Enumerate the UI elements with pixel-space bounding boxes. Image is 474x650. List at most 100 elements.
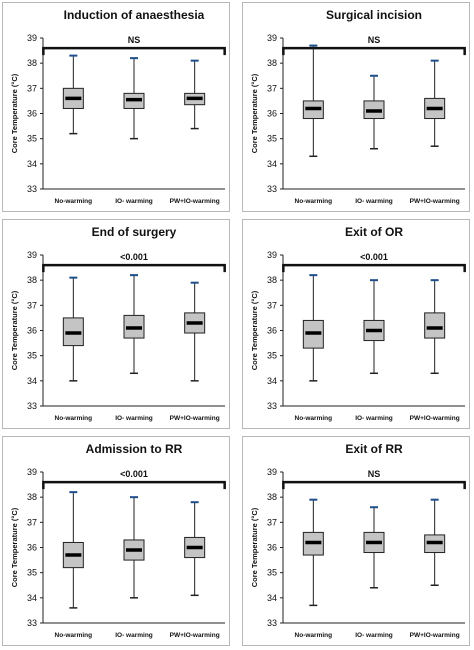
y-tick-label: 37: [267, 83, 277, 93]
y-axis-label: Core Temperature (°C): [10, 290, 19, 370]
box-plot: [123, 496, 145, 599]
iqr-box: [424, 312, 446, 339]
y-tick-label: 35: [27, 351, 37, 361]
significance-label: NS: [128, 35, 141, 45]
x-category-label: PW+IO-warming: [410, 632, 460, 639]
y-tick-label: 33: [267, 618, 277, 628]
y-tick-label: 37: [27, 517, 37, 527]
box-plot: [363, 279, 385, 375]
y-tick-label: 36: [267, 543, 277, 553]
y-tick-label: 38: [27, 492, 37, 502]
y-tick-label: 35: [267, 351, 277, 361]
significance-bracket: [282, 46, 466, 56]
x-category-label: IO- warming: [355, 198, 393, 205]
chart-panel-exit-rr: Exit of RR Core Temperature (°C) 33 34 35 36 3…: [242, 436, 470, 646]
box-plot: [424, 498, 446, 586]
x-category-label: PW+IO-warming: [170, 632, 220, 639]
y-tick-label: 38: [267, 58, 277, 68]
y-tick-label: 36: [27, 109, 37, 119]
significance-label: <0.001: [120, 252, 148, 262]
box-plot: [123, 57, 145, 140]
x-category-label: No-warming: [295, 198, 333, 205]
significance-bracket: [282, 263, 466, 273]
chart-title: Admission to RR: [86, 442, 183, 456]
y-tick-label: 38: [267, 492, 277, 502]
x-category-label: PW+IO-warming: [170, 198, 220, 205]
box-plot: [184, 281, 206, 382]
box-plot: [184, 501, 206, 597]
y-tick-label: 36: [267, 109, 277, 119]
significance-label: NS: [368, 469, 381, 479]
box-plot: [123, 274, 145, 375]
x-category-label: PW+IO-warming: [410, 415, 460, 422]
x-category-label: No-warming: [55, 632, 93, 639]
significance-bracket: [42, 480, 226, 490]
y-tick-label: 39: [267, 250, 277, 260]
y-axis-label: Core Temperature (°C): [250, 73, 259, 153]
significance-bracket: [282, 480, 466, 490]
x-category-label: IO- warming: [355, 415, 393, 422]
y-tick-label: 36: [27, 543, 37, 553]
y-tick-label: 33: [27, 401, 37, 411]
significance-label: <0.001: [120, 469, 148, 479]
significance-label: <0.001: [360, 252, 388, 262]
chart-svg: Admission to RR Core Temperature (°C) 33 34…: [10, 442, 226, 639]
y-tick-label: 39: [27, 250, 37, 260]
y-tick-label: 38: [27, 275, 37, 285]
y-tick-label: 34: [27, 593, 37, 603]
x-category-label: PW+IO-warming: [170, 415, 220, 422]
x-category-label: No-warming: [295, 632, 333, 639]
x-category-label: No-warming: [295, 415, 333, 422]
y-tick-label: 34: [27, 159, 37, 169]
y-tick-label: 33: [27, 618, 37, 628]
y-tick-label: 35: [267, 568, 277, 578]
y-tick-label: 34: [267, 159, 277, 169]
box-plot: [363, 506, 385, 589]
chart-panel-admission-rr: Admission to RR Core Temperature (°C) 33 34…: [2, 436, 230, 646]
chart-svg: Exit of OR Core Temperature (°C) 33 34 35 36 3…: [250, 225, 466, 422]
chart-panel-incision: Surgical incision Core Temperature (°C) 33…: [242, 2, 470, 212]
chart-title: End of surgery: [92, 225, 177, 239]
y-tick-label: 39: [267, 467, 277, 477]
box-plot: [62, 491, 84, 609]
significance-label: NS: [368, 35, 381, 45]
box-plot: [363, 74, 385, 150]
chart-panel-induction: Induction of anaesthesia Core Temperature…: [2, 2, 230, 212]
box-plot: [424, 59, 446, 147]
chart-panel-end-of-surgery: End of surgery Core Temperature (°C) 33 34 3…: [2, 219, 230, 429]
chart-title: Induction of anaesthesia: [64, 8, 205, 22]
x-category-label: IO- warming: [115, 198, 153, 205]
y-tick-label: 37: [27, 300, 37, 310]
box-plot: [424, 279, 446, 375]
y-tick-label: 37: [267, 517, 277, 527]
y-axis-label: Core Temperature (°C): [10, 73, 19, 153]
y-tick-label: 35: [27, 134, 37, 144]
x-category-label: IO- warming: [355, 632, 393, 639]
y-tick-label: 39: [267, 33, 277, 43]
chart-svg: Exit of RR Core Temperature (°C) 33 34 35 36 3…: [250, 442, 466, 639]
y-tick-label: 34: [267, 376, 277, 386]
y-tick-label: 35: [267, 134, 277, 144]
y-tick-label: 37: [267, 300, 277, 310]
box-plot: [184, 59, 206, 130]
significance-bracket: [42, 263, 226, 273]
y-tick-label: 34: [27, 376, 37, 386]
y-tick-label: 37: [27, 83, 37, 93]
box-plot: [302, 498, 324, 607]
chart-svg: Surgical incision Core Temperature (°C) 33…: [250, 8, 466, 205]
chart-title: Exit of OR: [345, 225, 403, 239]
y-tick-label: 36: [27, 326, 37, 336]
chart-title: Exit of RR: [345, 442, 403, 456]
x-category-label: No-warming: [55, 198, 93, 205]
x-category-label: IO- warming: [115, 632, 153, 639]
box-plot: [302, 274, 324, 382]
y-tick-label: 33: [267, 401, 277, 411]
y-tick-label: 38: [267, 275, 277, 285]
x-category-label: PW+IO-warming: [410, 198, 460, 205]
y-axis-label: Core Temperature (°C): [250, 507, 259, 587]
y-tick-label: 33: [27, 184, 37, 194]
y-tick-label: 35: [27, 568, 37, 578]
y-tick-label: 39: [27, 33, 37, 43]
x-category-label: No-warming: [55, 415, 93, 422]
y-tick-label: 33: [267, 184, 277, 194]
